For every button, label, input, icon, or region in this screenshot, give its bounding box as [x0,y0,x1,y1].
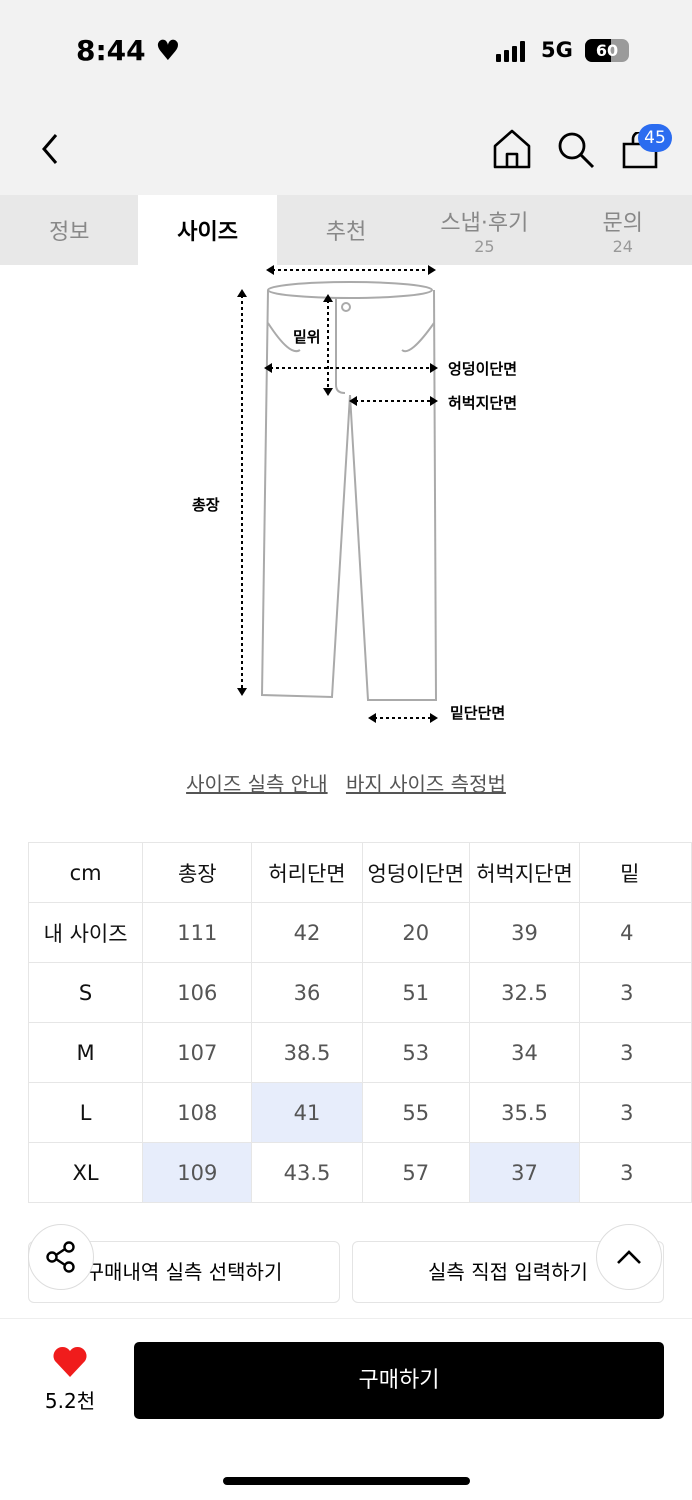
like-count: 5.2천 [44,1389,96,1413]
size-table: cm 총장 허리단면 엉덩이단면 허벅지단면 밑 내 사이즈 111 42 20 39 4… [27,842,692,1203]
home-icon[interactable] [492,128,532,170]
header-cell: 총장 [142,842,253,903]
table-row: S 106 36 51 32.5 3 [27,962,692,1023]
tab-label: 사이즈 [177,220,238,245]
tab-label: 정보 [48,220,90,245]
share-button[interactable] [28,1224,94,1290]
header-cell: 밑 [579,842,692,903]
cell: 3 [579,1142,692,1203]
row-label: 내 사이즈 [27,902,144,963]
status-bar: 8:44 ♥ 5G 60 [0,0,692,100]
cell: 43.5 [251,1142,363,1203]
cell: 36 [251,962,363,1023]
cell: 4 [579,902,692,963]
cell: 39 [468,902,581,963]
buy-button[interactable]: 구매하기 [134,1342,664,1419]
tab-qna[interactable]: 문의 24 [554,195,692,265]
table-row: M 107 38.5 53 34 3 [27,1022,692,1083]
home-indicator [223,1477,470,1485]
tab-label: 문의 [602,210,643,236]
header-cell: 허리단면 [251,842,363,903]
cell: 20 [361,902,470,963]
cell: 57 [361,1142,470,1203]
label-hem: 밑단단면 [450,704,506,722]
cart-badge: 45 [638,124,672,152]
label-hip: 엉덩이단면 [448,360,518,378]
tab-bar: 정보 사이즈 추천 스냅·후기 25 문의 24 [0,195,692,265]
heart-icon: ♥ [155,34,181,67]
table-row: L 108 41 55 35.5 3 [27,1082,692,1143]
cell: 3 [579,1082,692,1143]
tab-label: 추천 [325,220,367,245]
signal-icon [496,40,525,62]
table-row: XL 109 43.5 57 37 3 [27,1142,692,1203]
clock: 8:44 ♥ [76,34,181,67]
cell: 38.5 [251,1022,363,1083]
table-row: 내 사이즈 111 42 20 39 4 [27,902,692,963]
cell: 3 [579,1022,692,1083]
cell: 51 [361,962,470,1023]
cell: 42 [251,902,363,963]
cell-highlighted: 109 [142,1142,253,1203]
pants-diagram [237,265,438,723]
network-label: 5G [541,38,573,62]
chevron-up-icon [617,1250,641,1264]
cell: 107 [142,1022,253,1083]
header-cell: cm [27,842,144,903]
tab-info[interactable]: 정보 [0,195,138,265]
cell: 32.5 [468,962,581,1023]
label-thigh: 허벅지단면 [448,394,518,412]
header-cell: 엉덩이단면 [361,842,470,903]
cell: 3 [579,962,692,1023]
tab-count: 24 [612,236,633,256]
cell: 108 [142,1082,253,1143]
label-length: 총장 [192,496,220,514]
tab-count: 25 [474,236,495,256]
header-cell: 허벅지단면 [468,842,581,903]
scroll-top-button[interactable] [596,1224,662,1290]
cell: 35.5 [468,1082,581,1143]
row-label: L [27,1082,144,1143]
cell-highlighted: 37 [468,1142,581,1203]
like-heart-icon[interactable] [52,1346,88,1378]
size-guide-link[interactable]: 사이즈 실측 안내 [186,772,328,796]
row-label: S [27,962,144,1023]
tab-label: 스냅·후기 [440,210,529,236]
battery-level: 60 [595,41,619,60]
tab-recommend[interactable]: 추천 [277,195,415,265]
time-text: 8:44 [76,34,146,67]
search-icon[interactable] [556,130,596,170]
cell-highlighted: 41 [251,1082,363,1143]
row-label: M [27,1022,144,1083]
back-icon[interactable] [38,132,62,166]
table-header-row: cm 총장 허리단면 엉덩이단면 허벅지단면 밑 [27,842,692,903]
tab-size[interactable]: 사이즈 [138,195,277,265]
row-label: XL [27,1142,144,1203]
divider [0,1318,692,1319]
cell: 55 [361,1082,470,1143]
cell: 34 [468,1022,581,1083]
tab-reviews[interactable]: 스냅·후기 25 [415,195,553,265]
battery-icon: 60 [585,39,629,62]
cell: 106 [142,962,253,1023]
size-links: 사이즈 실측 안내 바지 사이즈 측정법 [0,768,692,797]
label-rise: 밑위 [293,328,321,346]
cell: 53 [361,1022,470,1083]
share-icon [46,1241,75,1273]
cell: 111 [142,902,253,963]
measure-guide-link[interactable]: 바지 사이즈 측정법 [345,772,506,796]
top-nav [0,100,692,195]
